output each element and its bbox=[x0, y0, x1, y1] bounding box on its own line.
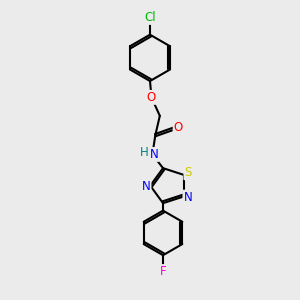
Text: H: H bbox=[140, 146, 148, 159]
Text: N: N bbox=[183, 190, 192, 204]
Text: N: N bbox=[150, 148, 159, 161]
Text: N: N bbox=[142, 180, 151, 193]
Text: F: F bbox=[160, 265, 166, 278]
Text: S: S bbox=[184, 166, 192, 179]
Text: Cl: Cl bbox=[144, 11, 156, 24]
Text: O: O bbox=[174, 121, 183, 134]
Text: O: O bbox=[147, 91, 156, 104]
